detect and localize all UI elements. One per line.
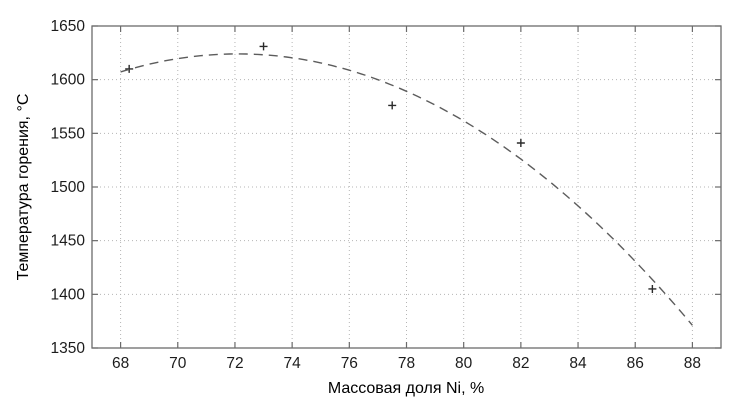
y-tick-label: 1500 bbox=[51, 179, 86, 196]
data-point-marker bbox=[388, 101, 397, 110]
x-tick-label: 82 bbox=[512, 355, 529, 372]
y-tick-label: 1350 bbox=[51, 340, 86, 357]
y-tick-label: 1550 bbox=[51, 125, 86, 142]
y-tick-label: 1450 bbox=[51, 233, 86, 250]
y-tick-label: 1600 bbox=[51, 72, 86, 89]
x-tick-label: 80 bbox=[455, 355, 473, 372]
x-tick-label: 88 bbox=[684, 355, 701, 372]
x-tick-label: 72 bbox=[226, 355, 243, 372]
axes-frame-layer bbox=[91, 25, 722, 349]
y-tick-label: 1400 bbox=[51, 286, 86, 303]
x-tick-label: 76 bbox=[341, 355, 358, 372]
x-tick-label: 78 bbox=[398, 355, 415, 372]
grid-layer bbox=[92, 26, 721, 348]
x-tick-label: 84 bbox=[569, 355, 587, 372]
plot-border bbox=[91, 25, 722, 349]
x-axis-label: Массовая доля Ni, % bbox=[328, 380, 484, 397]
data-point-marker bbox=[648, 284, 657, 293]
series-layer bbox=[120, 42, 693, 326]
x-tick-label: 70 bbox=[169, 355, 187, 372]
y-axis-label: Температура горения, °C bbox=[15, 94, 32, 281]
data-point-marker bbox=[259, 42, 268, 51]
y-tick-label: 1650 bbox=[51, 18, 86, 35]
x-tick-label: 68 bbox=[112, 355, 129, 372]
data-point-marker bbox=[125, 64, 134, 73]
fit-curve bbox=[120, 53, 693, 326]
data-point-marker bbox=[516, 138, 525, 147]
x-tick-label: 86 bbox=[627, 355, 644, 372]
x-tick-label: 74 bbox=[284, 355, 302, 372]
labels-layer: Массовая доля Ni, % Температура горения,… bbox=[15, 18, 701, 397]
